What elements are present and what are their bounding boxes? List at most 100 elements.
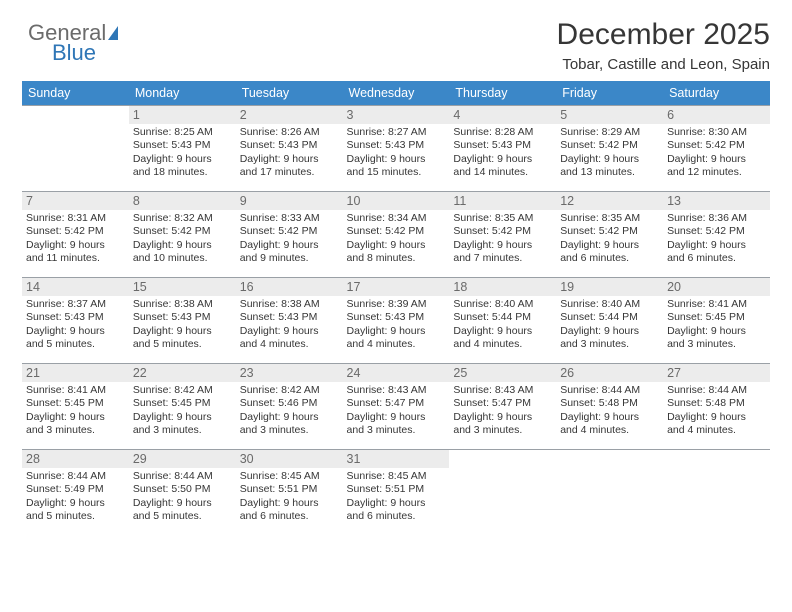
day-number: 15: [129, 278, 236, 296]
sunrise-line-label: Sunrise:: [26, 298, 67, 310]
sunrise-line-label: Sunrise:: [133, 470, 174, 482]
calendar-day-cell: 21Sunrise: 8:41 AMSunset: 5:45 PMDayligh…: [22, 364, 129, 450]
sunrise-line-value: 8:45 AM: [281, 470, 320, 482]
sunrise-line: Sunrise: 8:36 AM: [667, 212, 766, 225]
sunrise-line: Sunrise: 8:37 AM: [26, 298, 125, 311]
sunrise-line-value: 8:34 AM: [388, 212, 427, 224]
calendar-day-cell: 23Sunrise: 8:42 AMSunset: 5:46 PMDayligh…: [236, 364, 343, 450]
day-info: Sunrise: 8:39 AMSunset: 5:43 PMDaylight:…: [347, 298, 446, 352]
sunrise-line: Sunrise: 8:38 AM: [133, 298, 232, 311]
daylight-line-label: Daylight:: [133, 239, 177, 251]
day-number: 2: [236, 106, 343, 124]
sunrise-line: Sunrise: 8:33 AM: [240, 212, 339, 225]
day-number: 18: [449, 278, 556, 296]
sunset-line-label: Sunset:: [240, 483, 279, 495]
daylight-line: Daylight: 9 hours and 3 minutes.: [453, 411, 552, 438]
sunset-line-value: 5:51 PM: [385, 483, 424, 495]
sunrise-line-label: Sunrise:: [26, 470, 67, 482]
sunrise-line-label: Sunrise:: [240, 126, 281, 138]
sunset-line-label: Sunset:: [667, 225, 706, 237]
sunset-line-value: 5:43 PM: [65, 311, 104, 323]
sunrise-line: Sunrise: 8:28 AM: [453, 126, 552, 139]
sunset-line-label: Sunset:: [453, 225, 492, 237]
sunrise-line-value: 8:44 AM: [67, 470, 106, 482]
calendar-day-cell: 4Sunrise: 8:28 AMSunset: 5:43 PMDaylight…: [449, 106, 556, 192]
calendar-day-cell: 18 Sunrise: 8:40 AMSunset: 5:44 PMDayligh…: [449, 278, 556, 364]
sunset-line-label: Sunset:: [560, 139, 599, 151]
weekday-header: Wednesday: [343, 81, 450, 106]
daylight-line-label: Daylight:: [133, 497, 177, 509]
day-info: Sunrise: 8:45 AMSunset: 5:51 PM Daylight:…: [240, 470, 339, 524]
calendar-day-cell: 27Sunrise: 8:44 AMSunset: 5:48 PMDayligh…: [663, 364, 770, 450]
sunrise-line-value: 8:44 AM: [602, 384, 641, 396]
sunrise-line-value: 8:29 AM: [602, 126, 641, 138]
sunrise-line: Sunrise: 8:41 AM: [26, 384, 125, 397]
sunrise-line-label: Sunrise:: [133, 384, 174, 396]
sunset-line-label: Sunset:: [240, 139, 279, 151]
day-info: Sunrise: 8:34 AMSunset: 5:42 PMDaylight:…: [347, 212, 446, 266]
daylight-line: Daylight: 9 hours and 5 minutes.: [26, 497, 125, 524]
sunset-line: Sunset: 5:43 PM: [347, 139, 446, 152]
calendar-empty-cell: [449, 450, 556, 536]
sunset-line-label: Sunset:: [453, 311, 492, 323]
sunset-line-value: 5:42 PM: [706, 139, 745, 151]
sunrise-line-value: 8:35 AM: [602, 212, 641, 224]
sunrise-line-label: Sunrise:: [347, 212, 388, 224]
sunset-line: Sunset: 5:43 PM: [240, 311, 339, 324]
sunset-line-value: 5:42 PM: [385, 225, 424, 237]
day-number: 1: [129, 106, 236, 124]
sunrise-line-label: Sunrise:: [347, 126, 388, 138]
daylight-line: Daylight: 9 hours and 4 minutes.: [560, 411, 659, 438]
sunrise-line: Sunrise: 8:44 AM: [560, 384, 659, 397]
sunrise-line-value: 8:42 AM: [281, 384, 320, 396]
sunset-line: Sunset: 5:42 PM: [26, 225, 125, 238]
calendar-day-cell: 13Sunrise: 8:36 AMSunset: 5:42 PMDayligh…: [663, 192, 770, 278]
sunset-line-value: 5:42 PM: [599, 225, 638, 237]
sunrise-line-label: Sunrise:: [560, 126, 601, 138]
sunset-line-label: Sunset:: [453, 397, 492, 409]
daylight-line: Daylight: 9 hours and 4 minutes.: [347, 325, 446, 352]
sunset-line-value: 5:42 PM: [599, 139, 638, 151]
title-block: December 2025 Tobar, Castille and Leon, …: [22, 18, 770, 73]
sunset-line-value: 5:51 PM: [278, 483, 317, 495]
calendar-day-cell: 12Sunrise: 8:35 AMSunset: 5:42 PMDayligh…: [556, 192, 663, 278]
calendar-day-cell: 8Sunrise: 8:32 AMSunset: 5:42 PMDaylight…: [129, 192, 236, 278]
daylight-line: Daylight: 9 hours and 12 minutes.: [667, 153, 766, 180]
day-number: 10: [343, 192, 450, 210]
sunset-line-label: Sunset:: [667, 311, 706, 323]
daylight-line-label: Daylight:: [26, 239, 70, 251]
day-number: 22: [129, 364, 236, 382]
sunset-line-label: Sunset:: [240, 225, 279, 237]
sunrise-line: Sunrise: 8:44 AM: [133, 470, 232, 483]
daylight-line: Daylight: 9 hours and 3 minutes.: [133, 411, 232, 438]
daylight-line-label: Daylight:: [240, 411, 284, 423]
sunrise-line-value: 8:30 AM: [709, 126, 748, 138]
calendar-day-cell: 10 Sunrise: 8:34 AMSunset: 5:42 PMDayligh…: [343, 192, 450, 278]
day-info: Sunrise: 8:40 AMSunset: 5:44 PMDaylight:…: [453, 298, 552, 352]
calendar-week-row: 1Sunrise: 8:25 AMSunset: 5:43 PMDaylight…: [22, 106, 770, 192]
daylight-line: Daylight: 9 hours and 7 minutes.: [453, 239, 552, 266]
sunset-line: Sunset: 5:43 PM: [453, 139, 552, 152]
sunset-line-value: 5:47 PM: [385, 397, 424, 409]
calendar-table: SundayMondayTuesdayWednesdayThursdayFrid…: [22, 81, 770, 536]
sunset-line-value: 5:43 PM: [492, 139, 531, 151]
sunset-line-label: Sunset:: [453, 139, 492, 151]
daylight-line: Daylight: 9 hours and 6 minutes.: [240, 497, 339, 524]
day-info: Sunrise: 8:44 AMSunset: 5:50 PMDaylight:…: [133, 470, 232, 524]
calendar-day-cell: 1Sunrise: 8:25 AMSunset: 5:43 PMDaylight…: [129, 106, 236, 192]
sunrise-line-label: Sunrise:: [133, 298, 174, 310]
daylight-line-label: Daylight:: [453, 153, 497, 165]
sunrise-line-label: Sunrise:: [667, 126, 708, 138]
sunset-line-label: Sunset:: [240, 397, 279, 409]
calendar-day-cell: 20Sunrise: 8:41 AMSunset: 5:45 PMDayligh…: [663, 278, 770, 364]
day-info: Sunrise: 8:44 AMSunset: 5:48 PMDaylight:…: [667, 384, 766, 438]
sunrise-line-label: Sunrise:: [347, 470, 388, 482]
day-number: 13: [663, 192, 770, 210]
sunrise-line-value: 8:42 AM: [174, 384, 213, 396]
day-info: Sunrise: 8:30 AMSunset: 5:42 PMDaylight:…: [667, 126, 766, 180]
sunrise-line-label: Sunrise:: [240, 384, 281, 396]
sunrise-line-label: Sunrise:: [240, 470, 281, 482]
daylight-line: Daylight: 9 hours and 6 minutes.: [667, 239, 766, 266]
sunrise-line: Sunrise: 8:39 AM: [347, 298, 446, 311]
day-number: 9: [236, 192, 343, 210]
